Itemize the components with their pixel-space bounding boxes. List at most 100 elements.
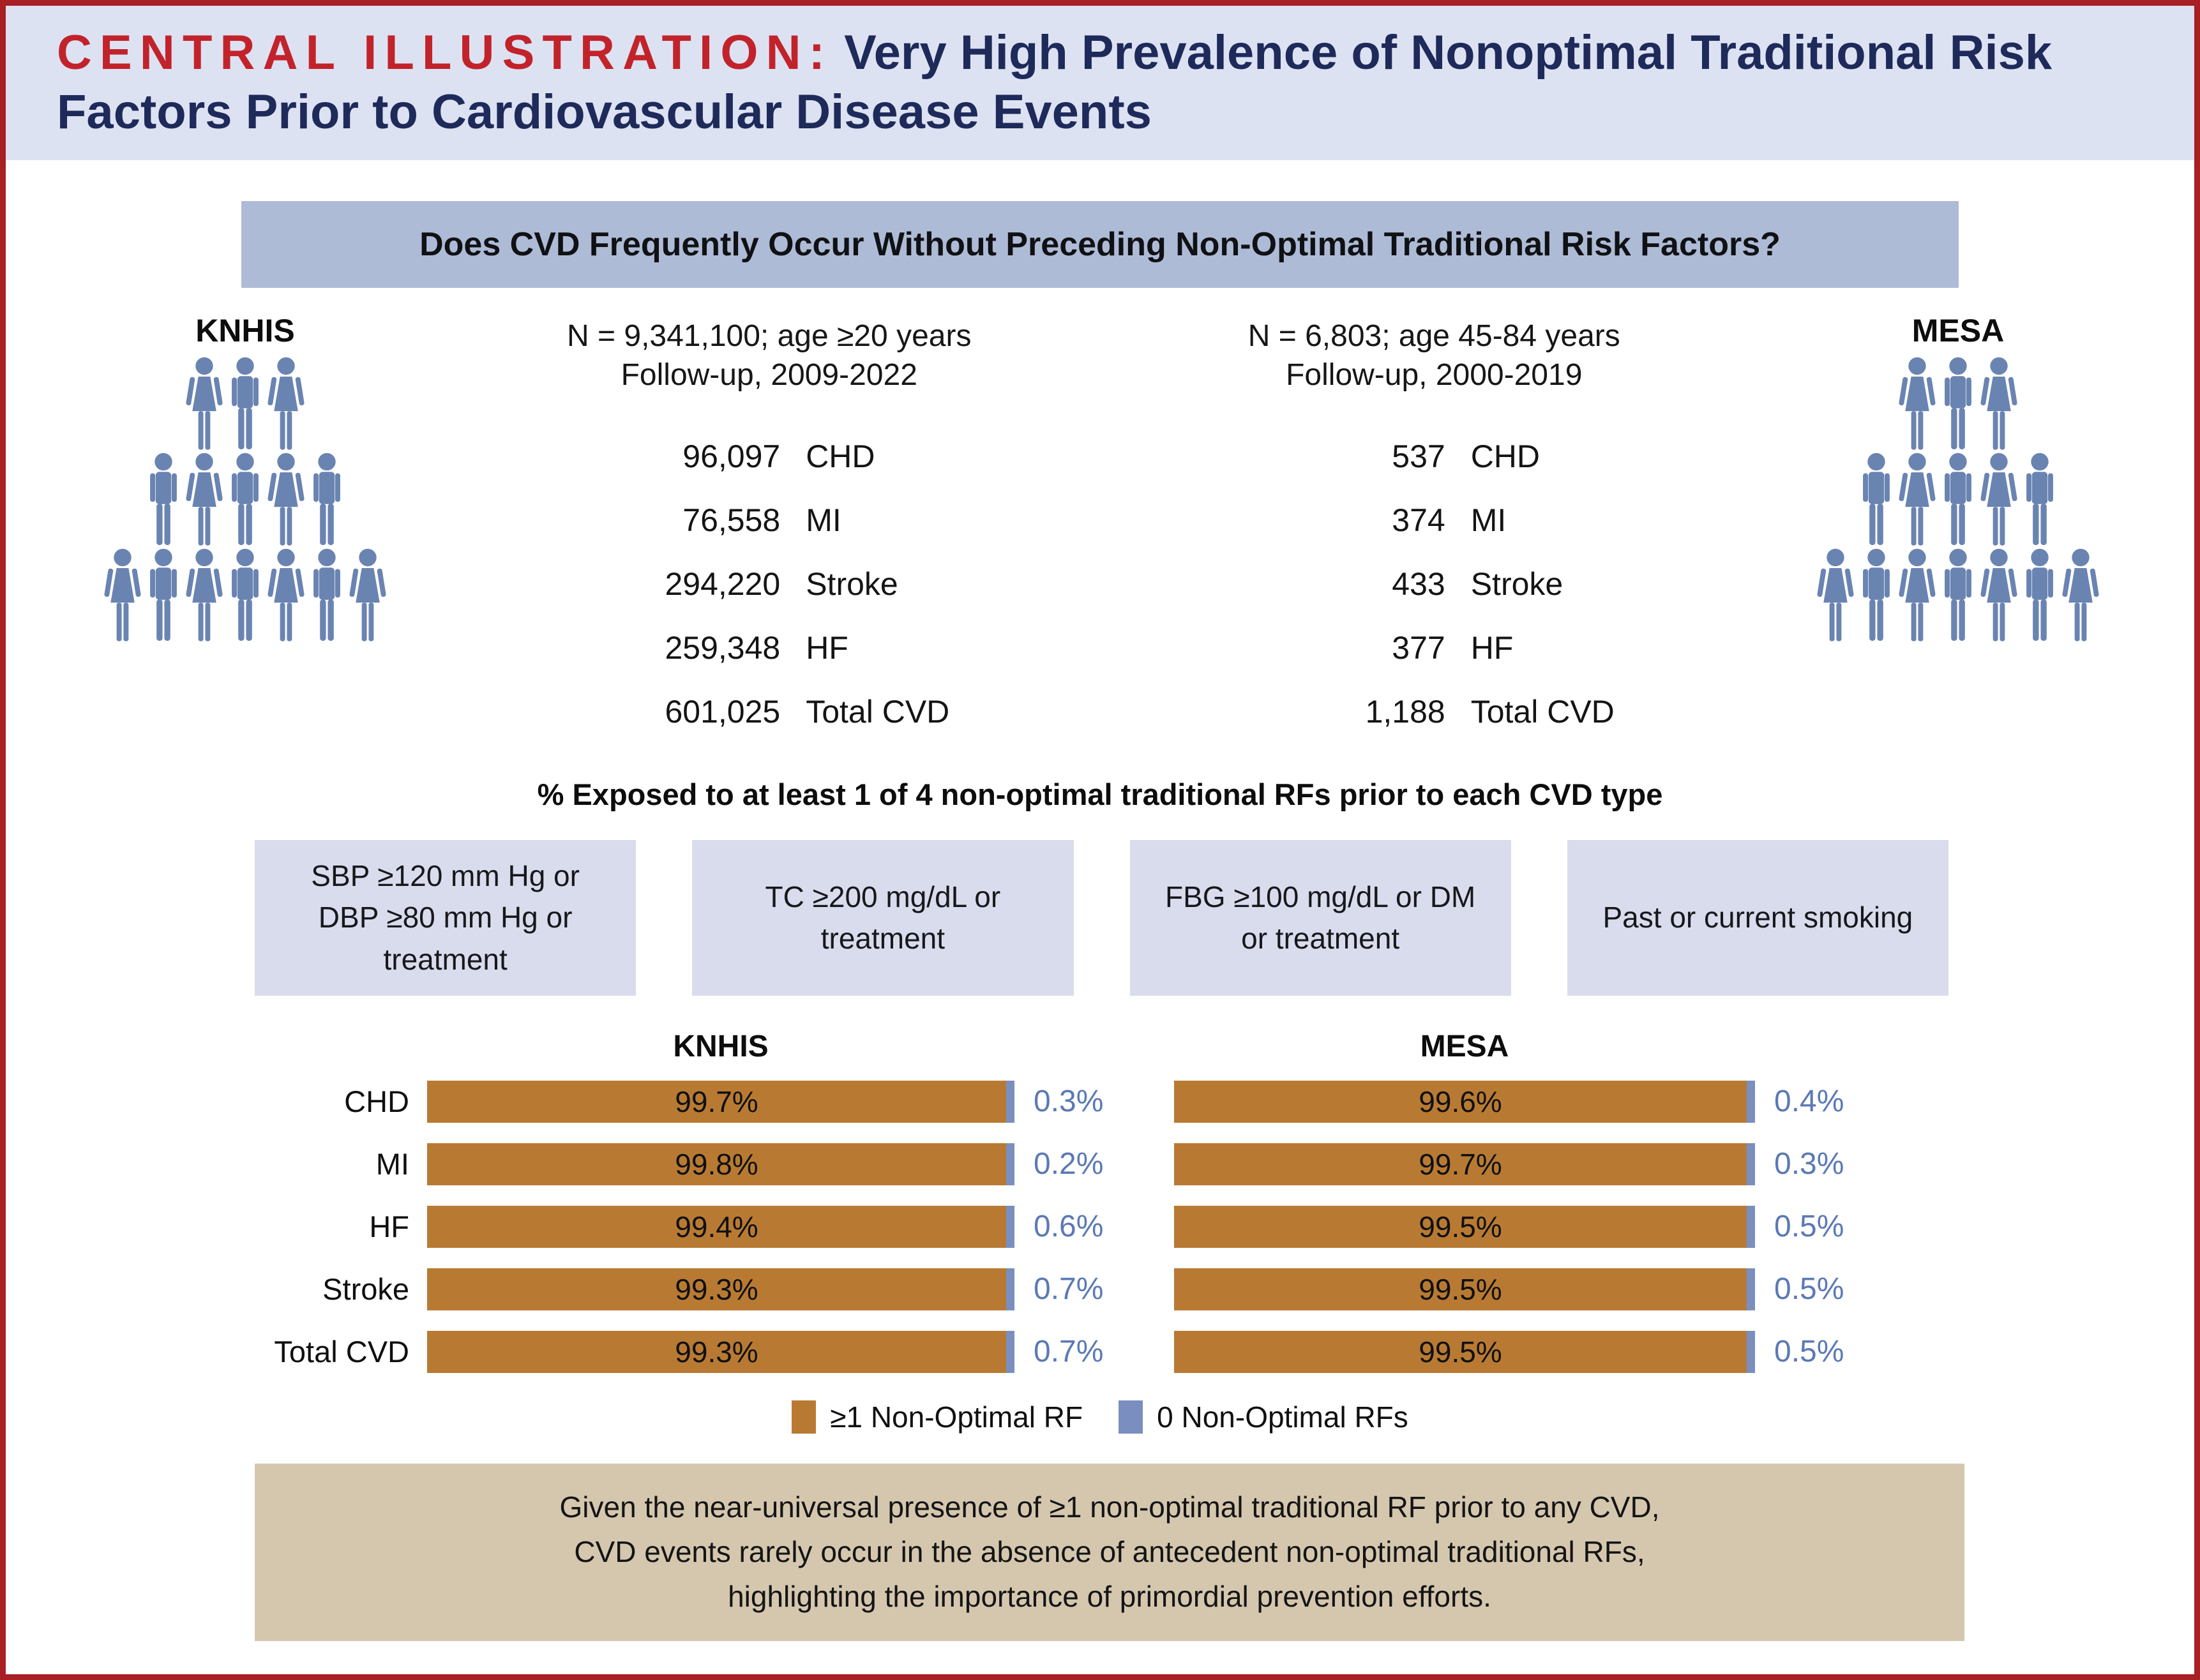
man-icon	[1940, 548, 1977, 644]
zero-rf-percent: 0.7%	[1034, 1272, 1104, 1307]
bar-segment-zero-rf	[1747, 1143, 1755, 1185]
mesa-chd-bar: 99.6%	[1174, 1080, 1755, 1123]
zero-rf-percent: 0.6%	[1034, 1210, 1104, 1244]
event-count: 601,025	[665, 693, 781, 730]
cohort-mesa-pictogram-panel: MESA	[1767, 312, 2150, 644]
man-icon	[1858, 453, 1895, 548]
table-row: 96,097 CHD	[589, 424, 949, 488]
man-icon	[308, 548, 345, 644]
risk-factor-box-smoking: Past or current smoking	[1567, 839, 1948, 996]
event-count: 294,220	[665, 566, 781, 602]
bar-segment-zero-rf	[1006, 1143, 1014, 1185]
mesa-panel-header: MESA	[1420, 1029, 1509, 1063]
exposure-section-header: % Exposed to at least 1 of 4 non-optimal…	[537, 777, 1663, 811]
mesa-total-cvd-bar: 99.5%	[1174, 1330, 1755, 1373]
event-type: HF	[1470, 629, 1514, 666]
woman-icon	[1899, 357, 1936, 453]
woman-icon	[1980, 357, 2017, 453]
category-label: HF	[369, 1210, 409, 1244]
man-icon	[1858, 548, 1895, 644]
zero-rf-percent: 0.5%	[1774, 1272, 1844, 1307]
blue-swatch-icon	[1119, 1400, 1143, 1434]
bar-segment-ge1-rf: 99.5%	[1174, 1268, 1747, 1310]
knhis-mi-bar: 99.8%	[427, 1143, 1014, 1185]
table-row: 377 HF	[1254, 616, 1615, 680]
bar-segment-ge1-rf: 99.3%	[427, 1268, 1006, 1310]
woman-icon	[349, 548, 386, 644]
woman-icon	[104, 548, 141, 644]
chart-panel-headers: KNHIS MESA	[255, 1029, 1964, 1064]
man-icon	[227, 453, 264, 548]
event-count: 259,348	[665, 629, 781, 666]
woman-icon	[1899, 548, 1936, 644]
category-label: MI	[375, 1147, 409, 1181]
man-icon	[1940, 453, 1977, 548]
category-label: Total CVD	[274, 1335, 409, 1369]
event-type: MI	[1470, 502, 1507, 538]
zero-rf-percent: 0.3%	[1034, 1084, 1104, 1119]
bar-segment-ge1-rf: 99.5%	[1174, 1330, 1747, 1373]
woman-icon	[186, 548, 223, 644]
man-icon	[145, 548, 182, 644]
figure-title-banner: CENTRAL ILLUSTRATION: Very High Prevalenc…	[6, 6, 2194, 160]
woman-icon	[267, 548, 305, 644]
woman-icon	[186, 357, 223, 453]
mesa-followup-line: Follow-up, 2000-2019	[1286, 357, 1583, 392]
event-type: Total CVD	[1470, 693, 1615, 730]
mesa-population-pictogram	[1815, 357, 2101, 644]
event-type: Total CVD	[806, 693, 950, 730]
knhis-panel-header: KNHIS	[673, 1029, 769, 1063]
chart-legend: ≥1 Non-Optimal RF 0 Non-Optimal RFs	[6, 1400, 2194, 1434]
citation: Lee H, et al. JACC. 2025;86(14):1017–102…	[56, 1678, 2194, 1680]
woman-icon	[1899, 453, 1936, 548]
event-type: Stroke	[806, 566, 898, 602]
bar-segment-zero-rf	[1747, 1330, 1755, 1373]
orange-swatch-icon	[792, 1400, 817, 1434]
knhis-stroke-bar: 99.3%	[427, 1268, 1014, 1310]
risk-factor-box-bp: SBP ≥120 mm Hg or DBP ≥80 mm Hg or treat…	[255, 839, 637, 996]
knhis-hf-bar: 99.4%	[427, 1205, 1014, 1248]
bar-segment-zero-rf	[1747, 1268, 1755, 1310]
cohort-section: KNHIS N = 9,341,100; age ≥20 years Follo…	[54, 312, 2150, 744]
zero-rf-percent: 0.5%	[1774, 1210, 1844, 1244]
mesa-mi-bar: 99.7%	[1174, 1143, 1755, 1185]
cohort-knhis-name: KNHIS	[195, 313, 295, 349]
risk-factor-box-tc: TC ≥200 mg/dL or treatment	[692, 839, 1074, 996]
bar-segment-zero-rf	[1006, 1080, 1014, 1123]
cohort-mesa-name: MESA	[1911, 313, 2005, 349]
legend-label: ≥1 Non-Optimal RF	[830, 1400, 1083, 1434]
zero-rf-percent: 0.3%	[1774, 1147, 1844, 1181]
event-count: 433	[1392, 566, 1445, 602]
event-count: 377	[1392, 629, 1445, 666]
knhis-followup-line: Follow-up, 2009-2022	[621, 357, 917, 392]
exposure-bar-chart: KNHIS MESA CHD 99.7% 0.3% 99.6% 0.4% MI …	[255, 1029, 1964, 1373]
woman-icon	[2062, 548, 2099, 644]
mesa-stroke-bar: 99.5%	[1174, 1268, 1755, 1310]
cohort-mesa-stats: N = 6,803; age 45-84 years Follow-up, 20…	[1102, 312, 1767, 744]
event-type: CHD	[806, 438, 875, 474]
woman-icon	[1817, 548, 1854, 644]
bar-segment-zero-rf	[1006, 1268, 1014, 1310]
cohort-knhis-pictogram-panel: KNHIS	[54, 312, 437, 644]
woman-icon	[1980, 453, 2017, 548]
event-type: Stroke	[1470, 566, 1563, 602]
chart-row-total-cvd: Total CVD 99.3% 0.7% 99.5% 0.5%	[255, 1330, 1964, 1373]
title-prefix: CENTRAL ILLUSTRATION:	[57, 26, 833, 80]
knhis-total-cvd-bar: 99.3%	[427, 1330, 1014, 1373]
chart-row-stroke: Stroke 99.3% 0.7% 99.5% 0.5%	[255, 1268, 1964, 1310]
chart-row-mi: MI 99.8% 0.2% 99.7% 0.3%	[255, 1143, 1964, 1185]
table-row: 537 CHD	[1254, 424, 1615, 488]
question-banner: Does CVD Frequently Occur Without Preced…	[241, 201, 1959, 288]
bar-segment-zero-rf	[1006, 1205, 1014, 1248]
figure-title: CENTRAL ILLUSTRATION: Very High Prevalenc…	[57, 24, 2143, 142]
event-count: 374	[1392, 502, 1445, 538]
category-label: CHD	[344, 1084, 409, 1119]
risk-factor-boxes: SBP ≥120 mm Hg or DBP ≥80 mm Hg or treat…	[255, 839, 1948, 996]
mesa-population-line: N = 6,803; age 45-84 years	[1247, 319, 1620, 353]
legend-item-zero-rf: 0 Non-Optimal RFs	[1119, 1400, 1408, 1434]
table-row: 601,025 Total CVD	[589, 680, 949, 744]
bar-segment-zero-rf	[1747, 1205, 1755, 1248]
man-icon	[308, 453, 345, 548]
knhis-chd-bar: 99.7%	[427, 1080, 1014, 1123]
risk-factor-box-fbg: FBG ≥100 mg/dL or DM or treatment	[1129, 839, 1511, 996]
